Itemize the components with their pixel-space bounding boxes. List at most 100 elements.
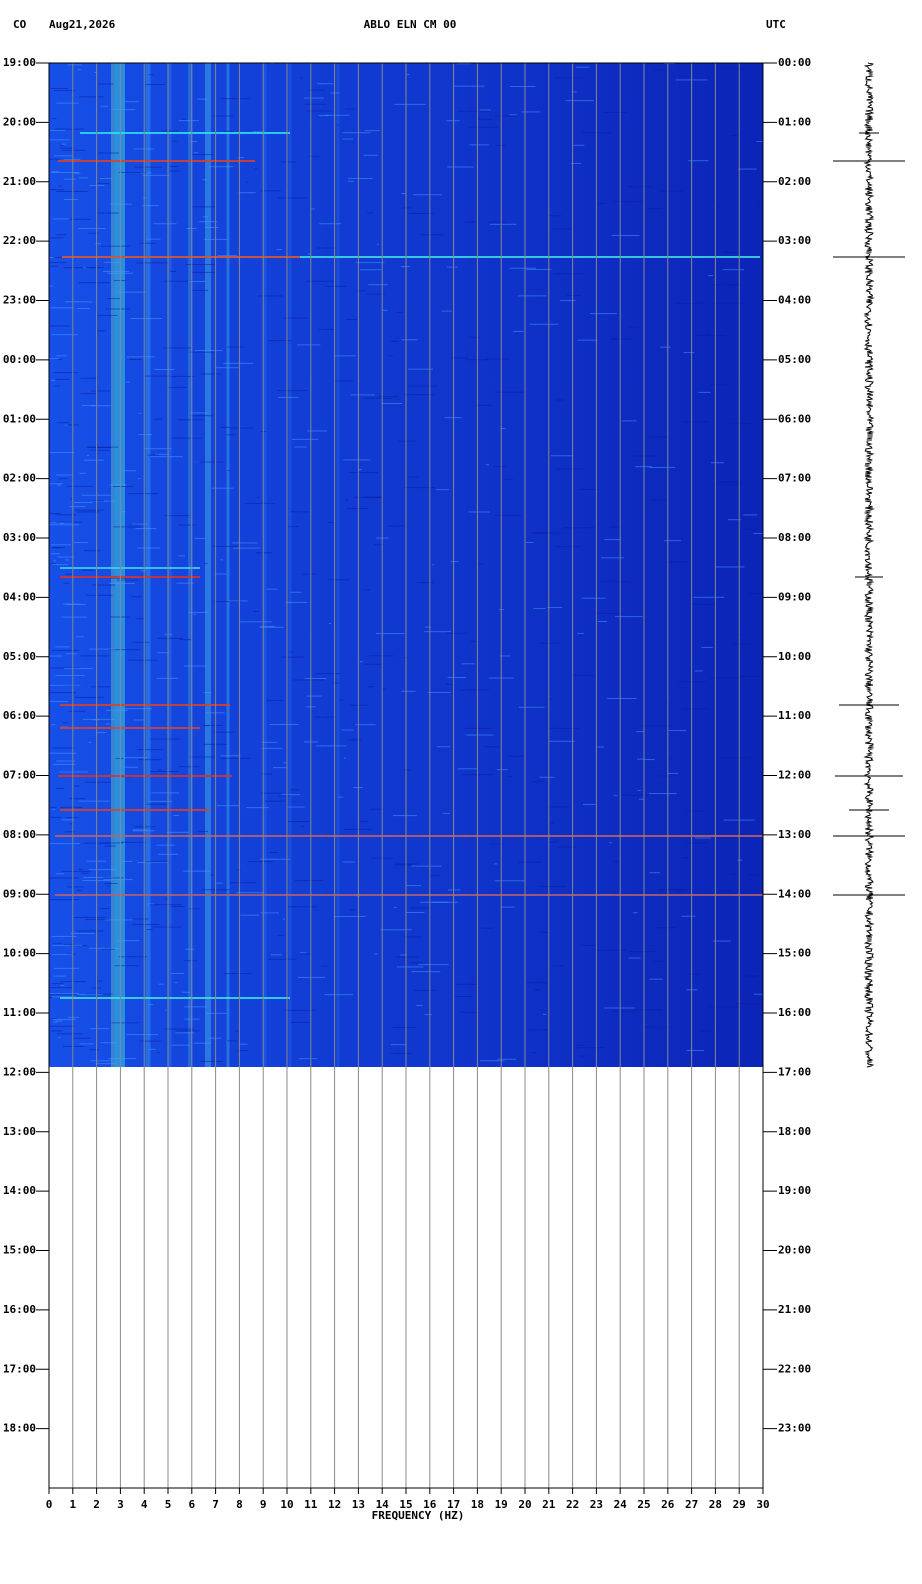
speckle xyxy=(358,469,362,471)
speckle xyxy=(753,532,763,534)
speckle xyxy=(207,1037,222,1039)
speckle xyxy=(747,874,763,876)
speckle xyxy=(681,915,696,917)
speckle xyxy=(580,944,595,946)
speckle xyxy=(447,889,461,891)
speckle xyxy=(698,391,711,393)
speckle xyxy=(49,357,60,359)
streak xyxy=(188,63,192,1067)
speckle xyxy=(539,642,561,644)
speckle xyxy=(62,722,68,724)
speckle xyxy=(484,746,500,748)
speckle xyxy=(165,898,169,900)
y-tick-label: 09:00 xyxy=(3,887,36,900)
x-tick-label: 17 xyxy=(447,1498,460,1511)
speckle xyxy=(300,825,304,827)
speckle xyxy=(300,77,303,79)
speckle xyxy=(89,869,118,871)
speckle xyxy=(404,394,435,396)
speckle xyxy=(668,758,672,760)
speckle xyxy=(382,688,386,690)
speckle xyxy=(100,245,131,247)
speckle xyxy=(332,682,340,684)
speckle xyxy=(600,581,630,583)
speckle xyxy=(58,478,68,480)
speckle xyxy=(367,686,375,688)
speckle xyxy=(70,498,74,500)
speckle xyxy=(527,982,549,984)
speckle xyxy=(713,940,731,942)
y-tick-label: 22:00 xyxy=(3,234,36,247)
event-line xyxy=(55,894,763,896)
speckle xyxy=(164,1028,194,1030)
x-tick-label: 13 xyxy=(352,1498,365,1511)
speckle xyxy=(49,987,74,989)
x-tick-label: 2 xyxy=(93,1498,100,1511)
speckle xyxy=(104,883,118,885)
speckle xyxy=(118,956,147,958)
speckle xyxy=(350,909,356,911)
speckle xyxy=(700,1030,713,1032)
y2-tick-label: 07:00 xyxy=(778,472,811,485)
speckle xyxy=(265,800,286,802)
speckle xyxy=(136,262,169,264)
speckle xyxy=(197,461,224,463)
speckle xyxy=(572,674,595,676)
speckle xyxy=(176,1030,200,1032)
speckle xyxy=(137,749,164,751)
speckle xyxy=(407,385,439,387)
speckle xyxy=(664,63,676,65)
speckle xyxy=(89,648,116,650)
speckle xyxy=(84,459,104,461)
y-tick-label: 16:00 xyxy=(3,1303,36,1316)
speckle xyxy=(303,97,324,99)
speckle xyxy=(90,390,111,392)
speckle xyxy=(49,139,70,141)
speckle xyxy=(371,808,385,810)
speckle xyxy=(387,525,404,527)
speckle xyxy=(309,89,325,91)
speckle xyxy=(61,870,91,872)
speckle xyxy=(635,1009,663,1011)
event-line xyxy=(60,704,230,706)
speckle xyxy=(224,130,253,132)
speckle xyxy=(111,1022,140,1024)
speckle xyxy=(178,555,186,557)
speckle xyxy=(51,996,76,998)
speckle xyxy=(203,691,212,693)
y-tick-label: 19:00 xyxy=(3,56,36,69)
speckle xyxy=(60,985,65,987)
speckle xyxy=(176,582,194,584)
speckle xyxy=(259,626,284,628)
speckle xyxy=(131,641,150,643)
speckle xyxy=(532,781,544,783)
speckle xyxy=(203,563,208,565)
speckle xyxy=(373,544,384,546)
speckle xyxy=(427,691,452,693)
speckle xyxy=(83,876,115,878)
x-tick-label: 18 xyxy=(471,1498,484,1511)
speckle xyxy=(56,422,69,424)
speckle xyxy=(223,973,252,975)
speckle xyxy=(49,994,80,996)
speckle xyxy=(302,573,316,575)
speckle xyxy=(660,346,671,348)
speckle xyxy=(527,1029,550,1031)
speckle xyxy=(318,328,334,330)
speckle xyxy=(118,291,147,293)
speckle xyxy=(128,493,159,495)
speckle xyxy=(478,118,492,120)
speckle xyxy=(686,1049,705,1051)
y-tick-label: 18:00 xyxy=(3,1422,36,1435)
speckle xyxy=(54,155,82,157)
speckle xyxy=(296,344,321,346)
speckle xyxy=(67,1016,79,1018)
speckle xyxy=(257,295,283,297)
speckle xyxy=(650,499,667,501)
y-tick-label: 23:00 xyxy=(3,294,36,307)
speckle xyxy=(59,771,88,773)
speckle xyxy=(181,991,190,993)
speckle xyxy=(658,775,676,777)
speckle xyxy=(390,340,399,342)
speckle xyxy=(153,418,162,420)
